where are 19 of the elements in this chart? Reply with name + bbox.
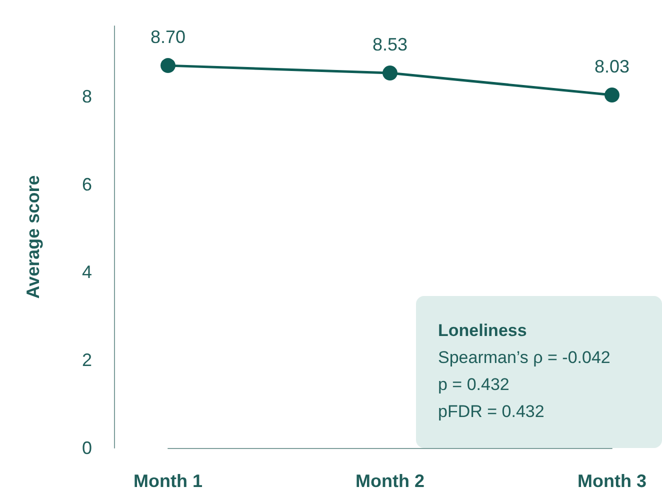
x-tick-label: Month 3 [578,471,646,491]
annotation: Spearman’s ρ = -0.042 [438,348,610,367]
point [604,88,620,103]
data-label: 8.70 [150,27,186,48]
y-tick-label: 4 [82,262,92,282]
y-tick-label: 2 [82,350,92,370]
y-axis-title: Average score [23,175,43,299]
y-tick-label: 0 [82,438,92,458]
point [382,66,398,81]
x-tick-label: Month 1 [134,471,202,491]
data-label: 8.53 [372,34,408,55]
annotation: Loneliness [438,321,527,340]
annotation: pFDR = 0.432 [438,402,544,421]
annotation: p = 0.432 [438,375,510,394]
y-tick-label: 6 [82,174,92,194]
x-tick-label: Month 2 [356,471,424,491]
data-label: 8.03 [594,56,630,77]
point [160,58,176,74]
y-tick-label: 8 [82,86,92,106]
